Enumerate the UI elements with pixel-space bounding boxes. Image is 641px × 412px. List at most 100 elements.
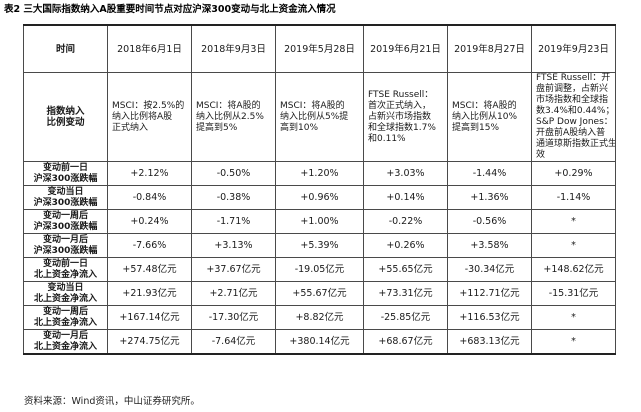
description-line: 和0.11% [368, 133, 406, 144]
value-cell: -0.38% [191, 185, 276, 210]
description-line: 提高到5% [196, 122, 238, 133]
description-line: 占新兴市场指数 [368, 111, 432, 122]
row-label: 变动当日 北上资金净流入 [23, 281, 108, 306]
value-cell: +148.62亿元 [531, 257, 616, 282]
description-line: 首次正式纳入， [368, 100, 432, 111]
description-line: 开盘前A股纳入普 [536, 128, 606, 138]
row-label-line: 变动一周后 [42, 307, 88, 317]
row-label: 变动前一日 沪深300涨跌幅 [23, 161, 108, 186]
date-header: 2019年5月28日 [275, 24, 364, 73]
row-label: 变动一月后 沪深300涨跌幅 [23, 233, 108, 258]
value-cell: +8.82亿元 [275, 305, 364, 330]
description-row: 指数纳入 比例变动 MSCI：按2.5%的 纳入比例将A股 正式纳入 MSCI：将A股… [23, 72, 616, 162]
description-cell: MSCI：将A股的 纳入比例从5%提 高到10% [275, 72, 364, 162]
description-line: S&P Dow Jones： [536, 117, 613, 127]
value-cell: -1.14% [531, 185, 616, 210]
value-cell: -19.05亿元 [275, 257, 364, 282]
row-label-line: 沪深300涨跌幅 [33, 221, 98, 232]
value-cell: +0.14% [363, 185, 448, 210]
row-label-line: 沪深300涨跌幅 [33, 173, 98, 184]
row-label-line: 北上资金净流入 [33, 293, 97, 304]
row-label-line: 变动当日 [47, 283, 84, 293]
value-cell: * [531, 209, 616, 234]
description-line: MSCI：将A股的 [280, 100, 345, 111]
value-cell: +0.29% [531, 161, 616, 186]
description-line: 市场指数和全球指 [536, 95, 609, 105]
value-cell: -0.22% [363, 209, 448, 234]
value-cell: +1.36% [447, 185, 532, 210]
value-cell: +1.20% [275, 161, 364, 186]
header-label: 时间 [23, 24, 108, 73]
value-cell: +167.14亿元 [107, 305, 192, 330]
table-row: 变动一月后 北上资金净流入 +274.75亿元 -7.64亿元 +380.14亿元 +68… [23, 329, 616, 355]
description-cell: MSCI：将A股的 纳入比例从10% 提高到15% [447, 72, 532, 162]
value-cell: -0.56% [447, 209, 532, 234]
value-cell: -1.71% [191, 209, 276, 234]
row-label-line: 北上资金净流入 [33, 269, 97, 280]
value-cell: * [531, 329, 616, 355]
value-cell: +1.00% [275, 209, 364, 234]
description-line: 正式纳入 [112, 122, 149, 133]
value-cell: +274.75亿元 [107, 329, 192, 355]
value-cell: +0.96% [275, 185, 364, 210]
description-line: 纳入比例从10% [452, 111, 518, 122]
row-label-line: 变动一月后 [42, 235, 88, 245]
row-label-line: 变动前一日 [42, 259, 88, 269]
value-cell: -1.44% [447, 161, 532, 186]
value-cell: +55.67亿元 [275, 281, 364, 306]
description-line: 高到10% [280, 122, 319, 133]
source-note: 资料来源：Wind资讯，中山证券研究所。 [24, 396, 200, 407]
description-line: MSCI：按2.5%的 [112, 100, 185, 111]
value-cell: * [531, 305, 616, 330]
row-label: 变动一月后 北上资金净流入 [23, 329, 108, 355]
table-row: 变动当日 沪深300涨跌幅 -0.84% -0.38% +0.96% +0.14% +1.3… [23, 185, 616, 210]
table-row: 变动一月后 沪深300涨跌幅 -7.66% +3.13% +5.39% +0.26% +3.… [23, 233, 616, 258]
description-cell: FTSE Russell： 首次正式纳入， 占新兴市场指数 和全球指数1.7% 和0.1… [363, 72, 448, 162]
description-line: 通道琼斯指数正式生 [536, 139, 616, 149]
table-row: 变动前一日 北上资金净流入 +57.48亿元 +37.67亿元 -19.05亿元 +55.… [23, 257, 616, 282]
description-line: FTSE Russell：开 [536, 73, 611, 84]
value-cell: +3.58% [447, 233, 532, 258]
row-label: 变动前一日 北上资金净流入 [23, 257, 108, 282]
value-cell: +55.65亿元 [363, 257, 448, 282]
row-label-line: 沪深300涨跌幅 [33, 197, 98, 208]
table-row: 变动前一日 沪深300涨跌幅 +2.12% -0.50% +1.20% +3.03% -1.… [23, 161, 616, 186]
value-cell: +2.71亿元 [191, 281, 276, 306]
description-line: 提高到15% [452, 122, 500, 133]
value-cell: +116.53亿元 [447, 305, 532, 330]
value-cell: -17.30亿元 [191, 305, 276, 330]
value-cell: +73.31亿元 [363, 281, 448, 306]
table-caption: 表2 三大国际指数纳入A股重要时间节点对应沪深300变动与北上资金流入情况 [4, 4, 336, 15]
description-cell: MSCI：将A股的 纳入比例从2.5% 提高到5% [191, 72, 276, 162]
description-cell: MSCI：按2.5%的 纳入比例将A股 正式纳入 [107, 72, 192, 162]
value-cell: -0.84% [107, 185, 192, 210]
row-label: 变动一周后 北上资金净流入 [23, 305, 108, 330]
row-label-line: 比例变动 [46, 117, 85, 128]
value-cell: +3.13% [191, 233, 276, 258]
description-line: FTSE Russell： [368, 89, 434, 100]
value-cell: -15.31亿元 [531, 281, 616, 306]
row-label: 指数纳入 比例变动 [23, 72, 108, 162]
value-cell: +0.24% [107, 209, 192, 234]
date-header: 2019年8月27日 [447, 24, 532, 73]
description-line: MSCI：将A股的 [196, 100, 261, 111]
row-label-line: 沪深300涨跌幅 [33, 245, 98, 256]
date-header: 2018年9月3日 [191, 24, 276, 73]
value-cell: -7.66% [107, 233, 192, 258]
table-row: 变动一周后 北上资金净流入 +167.14亿元 -17.30亿元 +8.82亿元 -25.… [23, 305, 616, 330]
description-line: MSCI：将A股的 [452, 100, 517, 111]
date-header: 2019年6月21日 [363, 24, 448, 73]
description-line: 数3.4%和0.44%； [536, 106, 615, 116]
value-cell: -0.50% [191, 161, 276, 186]
description-line: 盘前调整，占新兴 [536, 84, 609, 94]
row-label-line: 北上资金净流入 [33, 341, 97, 352]
index-inclusion-table: 时间 2018年6月1日 2018年9月3日 2019年5月28日 2019年6… [23, 24, 616, 355]
value-cell: * [531, 233, 616, 258]
value-cell: +0.26% [363, 233, 448, 258]
row-label: 变动当日 沪深300涨跌幅 [23, 185, 108, 210]
row-label: 变动一周后 沪深300涨跌幅 [23, 209, 108, 234]
value-cell: +37.67亿元 [191, 257, 276, 282]
value-cell: +21.93亿元 [107, 281, 192, 306]
value-cell: +3.03% [363, 161, 448, 186]
description-line: 纳入比例从2.5% [196, 111, 264, 122]
